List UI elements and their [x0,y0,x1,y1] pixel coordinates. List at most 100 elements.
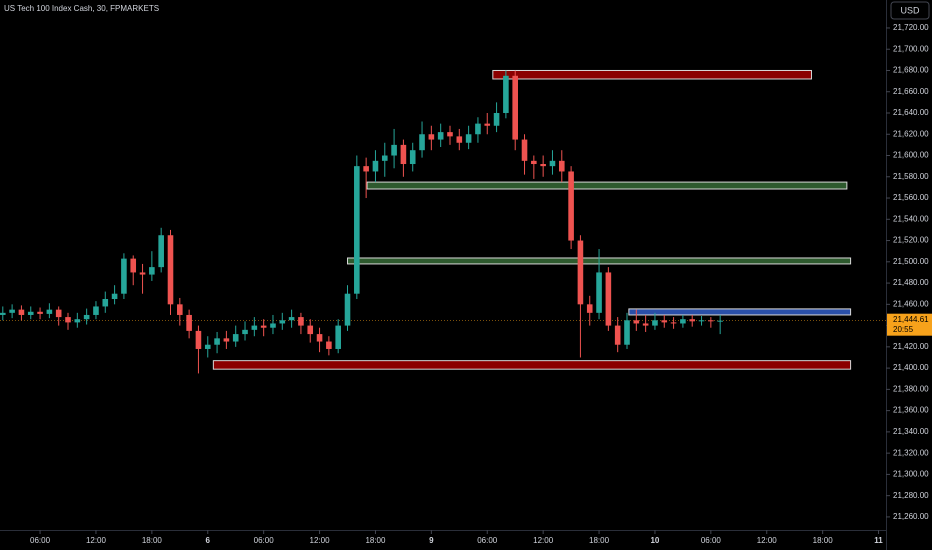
currency-button[interactable] [890,1,930,20]
x-tick-label: 12:00 [310,536,331,545]
candle-body [680,319,686,324]
x-tick-label: 06:00 [30,536,51,545]
candle-body [475,123,481,135]
chart-title: US Tech 100 Index Cash, 30, FPMARKETS [4,4,159,13]
candle-body [130,258,137,273]
candle-body [698,320,705,322]
candle-body [633,320,640,324]
x-tick-label: 06:00 [477,536,498,545]
zone [212,360,852,370]
x-tick-label: 12:00 [757,536,778,545]
candle-body [493,112,500,126]
candle-body [614,325,621,345]
last-price-box [887,313,932,336]
candle-body [354,166,360,294]
candle-body [558,160,565,172]
candle-body [689,319,696,322]
x-tick-label: 6 [206,536,211,545]
candle-body [177,304,183,315]
candle-body [149,267,155,275]
y-tick-label: 21,320.00 [893,448,929,457]
y-tick-label: 21,500.00 [893,257,929,266]
candle-body [0,312,6,315]
candle-body [307,325,314,335]
candle-body [18,309,25,315]
candle-body [344,293,351,326]
y-tick-label: 21,620.00 [893,129,929,138]
y-tick-label: 21,580.00 [893,172,929,181]
x-tick-label: 18:00 [365,536,386,545]
candle-body [521,139,528,161]
candle-body [549,160,556,167]
zone [366,181,848,190]
candle-body [531,160,537,165]
currency-label[interactable]: USD [900,5,920,15]
candle-body [326,341,332,349]
y-tick-label: 21,660.00 [893,87,929,96]
candle-body [419,134,425,151]
y-tick-label: 21,340.00 [893,427,929,436]
y-tick-label: 21,360.00 [893,406,929,415]
x-tick-label: 18:00 [813,536,834,545]
candle-body [456,136,463,143]
y-tick-label: 21,560.00 [893,193,929,202]
candle-body [186,314,192,331]
candle-body [316,334,323,342]
candle-body [568,171,574,241]
candle-body [139,272,146,275]
candle-body [503,75,509,113]
candle-body [484,123,491,126]
candle-body [37,311,43,314]
x-tick-label: 12:00 [86,536,107,545]
candle-body [93,306,99,315]
candle-body [298,317,304,326]
candle-body [111,293,118,300]
candle-body [27,311,34,315]
candle-body [279,320,286,324]
candle-body [223,338,230,342]
y-tick-label: 21,400.00 [893,363,929,372]
candle-body [204,344,211,349]
candle-body [214,338,220,345]
candle-body [596,272,602,313]
candle-body [512,75,518,140]
candle-body [9,309,15,313]
candle-body [195,330,202,349]
countdown-label: 20:55 [893,325,914,334]
y-tick-label: 21,460.00 [893,299,929,308]
candle-body [260,325,267,328]
candle-body [586,304,593,313]
candle-body [335,325,341,349]
candle-body [577,240,584,305]
y-tick-label: 21,700.00 [893,44,929,53]
candle-body [55,309,62,318]
candle-body [437,132,444,140]
candle-body [465,134,472,143]
candle-body [540,164,546,167]
candle-body [381,155,388,161]
candle-body [167,235,174,305]
candle-body [409,150,416,165]
candle-body [428,134,435,140]
y-tick-label: 21,420.00 [893,342,929,351]
y-tick-label: 21,540.00 [893,214,929,223]
candle-body [400,144,407,165]
candle-body [242,329,248,335]
candle-body [288,317,295,321]
candle-body [391,144,397,156]
candle-body [717,320,723,322]
y-tick-label: 21,380.00 [893,384,929,393]
last-price-label: 21,444.61 [893,315,929,324]
y-tick-label: 21,600.00 [893,151,929,160]
candle-body [46,309,53,314]
candle-body [121,258,127,294]
candle-body [158,235,164,268]
candle-body [708,320,714,322]
candle-body [652,320,658,326]
x-tick-label: 06:00 [254,536,275,545]
candle-body [65,317,71,323]
x-tick-label: 9 [429,536,434,545]
